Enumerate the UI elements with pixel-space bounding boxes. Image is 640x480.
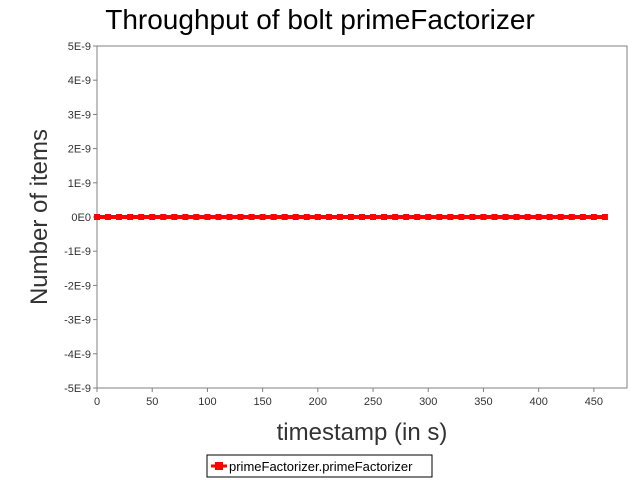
data-point	[590, 214, 597, 220]
data-point	[535, 214, 542, 220]
data-point	[314, 214, 321, 220]
x-axis-label: timestamp (in s)	[277, 419, 448, 446]
x-tick-label: 200	[309, 396, 327, 408]
data-point	[436, 214, 443, 220]
y-tick-label: -2E-9	[64, 280, 91, 292]
data-point	[392, 214, 399, 220]
data-point	[237, 214, 244, 220]
data-point	[182, 214, 189, 220]
data-point	[160, 214, 167, 220]
data-point	[359, 214, 365, 220]
data-point	[347, 214, 354, 220]
y-tick-label: -5E-9	[64, 383, 91, 395]
y-axis: 5E-9 4E-9 3E-9 2E-9 1E-9 0E0 -1E-9 -2E-9 -3E-9 -4…	[64, 41, 97, 395]
legend: primeFactorizer.primeFactorizer	[206, 454, 433, 478]
data-point	[193, 214, 200, 220]
x-tick-label: 350	[474, 396, 492, 408]
data-point	[601, 214, 608, 220]
y-axis-label: Number of items	[26, 129, 53, 305]
data-point	[149, 214, 156, 220]
y-tick-label: 3E-9	[68, 109, 91, 121]
data-point	[458, 214, 465, 220]
data-point	[546, 214, 553, 220]
data-point	[259, 214, 266, 220]
y-tick-label: 0E0	[71, 212, 91, 224]
data-point	[524, 214, 531, 220]
data-point	[303, 214, 310, 220]
x-tick-label: 150	[253, 396, 271, 408]
data-point	[116, 214, 123, 220]
data-point	[325, 214, 332, 220]
data-point	[94, 214, 100, 220]
legend-box	[206, 454, 433, 478]
y-tick-label: 1E-9	[68, 178, 91, 190]
data-point	[469, 214, 476, 220]
x-tick-label: 400	[529, 396, 547, 408]
y-tick-label: 2E-9	[68, 144, 91, 156]
data-point	[502, 214, 509, 220]
x-tick-label: 450	[585, 396, 603, 408]
data-point	[414, 214, 421, 220]
y-tick-label: 5E-9	[68, 41, 91, 53]
series-layer	[94, 214, 608, 220]
data-point	[381, 214, 388, 220]
data-point	[281, 214, 288, 220]
data-point	[568, 214, 575, 220]
data-point	[215, 214, 222, 220]
x-tick-label: 250	[364, 396, 382, 408]
data-point	[292, 214, 299, 220]
data-point	[127, 214, 134, 220]
data-point	[579, 214, 586, 220]
data-point	[204, 214, 211, 220]
x-tick-label: 100	[198, 396, 216, 408]
data-point	[270, 214, 277, 220]
data-point	[248, 214, 255, 220]
data-point	[336, 214, 343, 220]
x-tick-label: 0	[94, 396, 100, 408]
data-point	[425, 214, 432, 220]
x-tick-label: 50	[146, 396, 158, 408]
legend-marker-swatch	[215, 462, 223, 470]
y-tick-label: -1E-9	[64, 246, 91, 258]
y-tick-label: 4E-9	[68, 75, 91, 87]
data-point	[403, 214, 410, 220]
y-tick-label: -3E-9	[64, 315, 91, 327]
x-tick-label: 300	[419, 396, 437, 408]
data-point	[491, 214, 498, 220]
x-axis: 0 50 100 150 200 250 300 350 400 450	[94, 388, 603, 408]
data-point	[226, 214, 233, 220]
data-point	[105, 214, 112, 220]
chart-title: Throughput of bolt primeFactorizer	[105, 4, 535, 35]
data-point	[480, 214, 487, 220]
data-point	[171, 214, 178, 220]
data-point	[557, 214, 564, 220]
data-point	[138, 214, 145, 220]
data-point	[447, 214, 454, 220]
y-tick-label: -4E-9	[64, 349, 91, 361]
legend-entry-label: primeFactorizer.primeFactorizer	[229, 459, 413, 474]
data-point	[370, 214, 377, 220]
data-point	[513, 214, 520, 220]
